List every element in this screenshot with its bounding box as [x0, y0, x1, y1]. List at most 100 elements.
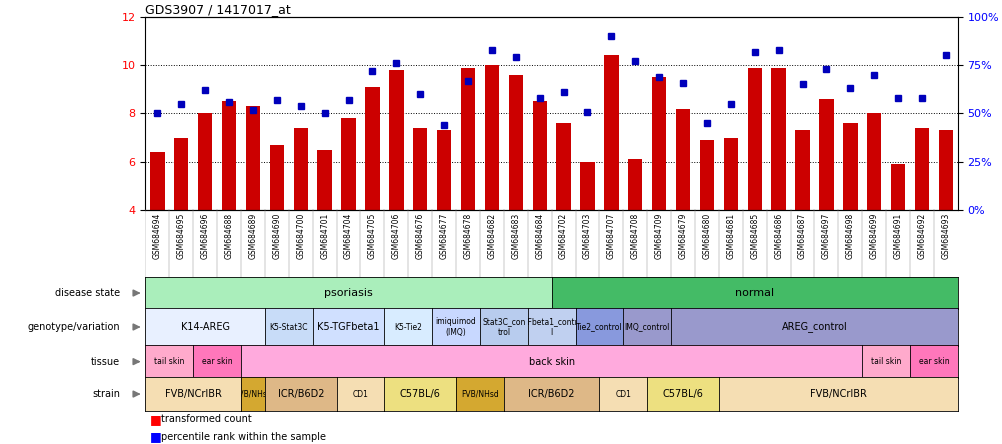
Text: GSM684703: GSM684703: [582, 213, 591, 259]
Text: GSM684691: GSM684691: [893, 213, 902, 259]
Text: imiquimod
(IMQ): imiquimod (IMQ): [435, 317, 476, 337]
Text: GSM684681: GSM684681: [725, 213, 734, 259]
Text: GSM684685: GSM684685: [749, 213, 759, 259]
Text: K5-TGFbeta1: K5-TGFbeta1: [317, 322, 380, 332]
Text: GSM684697: GSM684697: [821, 213, 830, 259]
Text: disease state: disease state: [55, 288, 120, 298]
Text: GSM684678: GSM684678: [463, 213, 472, 259]
Text: GSM684680: GSM684680: [701, 213, 710, 259]
Text: GSM684701: GSM684701: [320, 213, 329, 259]
Bar: [771, 67, 785, 210]
Bar: [819, 99, 833, 210]
Text: GSM684686: GSM684686: [774, 213, 783, 259]
Text: GSM684677: GSM684677: [439, 213, 448, 259]
Text: FVB/NHsd: FVB/NHsd: [233, 389, 272, 399]
Text: GSM684690: GSM684690: [273, 213, 282, 259]
Text: GSM684704: GSM684704: [344, 213, 353, 259]
Text: TGFbeta1_control
l: TGFbeta1_control l: [517, 317, 585, 337]
Text: GSM684693: GSM684693: [941, 213, 950, 259]
Text: GSM684676: GSM684676: [415, 213, 424, 259]
Text: GSM684706: GSM684706: [392, 213, 401, 259]
Text: GSM684679: GSM684679: [678, 213, 687, 259]
Text: GSM684694: GSM684694: [152, 213, 161, 259]
Bar: [389, 70, 403, 210]
Text: K5-Tie2: K5-Tie2: [394, 322, 422, 332]
Text: psoriasis: psoriasis: [324, 288, 373, 298]
Text: ear skin: ear skin: [918, 357, 948, 366]
Text: FVB/NCrIBR: FVB/NCrIBR: [810, 389, 866, 399]
Bar: [221, 101, 236, 210]
Text: GSM684692: GSM684692: [917, 213, 926, 259]
Text: GDS3907 / 1417017_at: GDS3907 / 1417017_at: [145, 3, 291, 16]
Bar: [603, 56, 618, 210]
Bar: [890, 164, 905, 210]
Text: tail skin: tail skin: [154, 357, 184, 366]
Text: ear skin: ear skin: [201, 357, 232, 366]
Bar: [675, 109, 689, 210]
Bar: [627, 159, 642, 210]
Text: ■: ■: [149, 430, 161, 444]
Text: ICR/B6D2: ICR/B6D2: [528, 389, 574, 399]
Bar: [795, 131, 809, 210]
Bar: [938, 131, 952, 210]
Bar: [914, 128, 928, 210]
Text: strain: strain: [92, 389, 120, 399]
Text: K14-AREG: K14-AREG: [180, 322, 229, 332]
Text: GSM684698: GSM684698: [845, 213, 854, 259]
Text: CD1: CD1: [352, 389, 368, 399]
Bar: [413, 128, 427, 210]
Text: C57BL/6: C57BL/6: [662, 389, 702, 399]
Bar: [532, 101, 546, 210]
Text: GSM684708: GSM684708: [630, 213, 639, 259]
Text: tissue: tissue: [91, 357, 120, 367]
Text: GSM684700: GSM684700: [296, 213, 305, 259]
Text: K5-Stat3C: K5-Stat3C: [270, 322, 308, 332]
Text: ICR/B6D2: ICR/B6D2: [278, 389, 324, 399]
Bar: [699, 140, 713, 210]
Bar: [651, 77, 665, 210]
Bar: [197, 114, 212, 210]
Bar: [460, 67, 475, 210]
Bar: [437, 131, 451, 210]
Text: transformed count: transformed count: [161, 414, 252, 424]
Bar: [580, 162, 594, 210]
Bar: [723, 138, 737, 210]
Text: GSM684689: GSM684689: [248, 213, 258, 259]
Text: FVB/NHsd: FVB/NHsd: [461, 389, 498, 399]
Text: GSM684695: GSM684695: [176, 213, 185, 259]
Text: GSM684709: GSM684709: [654, 213, 663, 259]
Text: Stat3C_con
trol: Stat3C_con trol: [482, 317, 525, 337]
Text: genotype/variation: genotype/variation: [28, 322, 120, 332]
Bar: [270, 145, 284, 210]
Text: Tie2_control: Tie2_control: [575, 322, 622, 332]
Bar: [508, 75, 522, 210]
Bar: [150, 152, 164, 210]
Text: GSM684705: GSM684705: [368, 213, 377, 259]
Text: GSM684699: GSM684699: [869, 213, 878, 259]
Bar: [843, 123, 857, 210]
Text: AREG_control: AREG_control: [781, 321, 847, 333]
Text: percentile rank within the sample: percentile rank within the sample: [161, 432, 327, 442]
Bar: [174, 138, 188, 210]
Text: GSM684707: GSM684707: [606, 213, 615, 259]
Text: back skin: back skin: [528, 357, 574, 367]
Text: IMQ_control: IMQ_control: [624, 322, 669, 332]
Text: GSM684684: GSM684684: [535, 213, 544, 259]
Text: FVB/NCrIBR: FVB/NCrIBR: [164, 389, 221, 399]
Bar: [556, 123, 570, 210]
Bar: [365, 87, 379, 210]
Text: GSM684696: GSM684696: [200, 213, 209, 259]
Text: CD1: CD1: [615, 389, 630, 399]
Bar: [866, 114, 881, 210]
Text: GSM684687: GSM684687: [798, 213, 807, 259]
Text: GSM684682: GSM684682: [487, 213, 496, 259]
Bar: [294, 128, 308, 210]
Text: GSM684688: GSM684688: [224, 213, 233, 259]
Text: GSM684683: GSM684683: [511, 213, 520, 259]
Text: tail skin: tail skin: [870, 357, 901, 366]
Text: GSM684702: GSM684702: [558, 213, 567, 259]
Text: ■: ■: [149, 412, 161, 426]
Bar: [245, 106, 260, 210]
Bar: [318, 150, 332, 210]
Text: C57BL/6: C57BL/6: [400, 389, 440, 399]
